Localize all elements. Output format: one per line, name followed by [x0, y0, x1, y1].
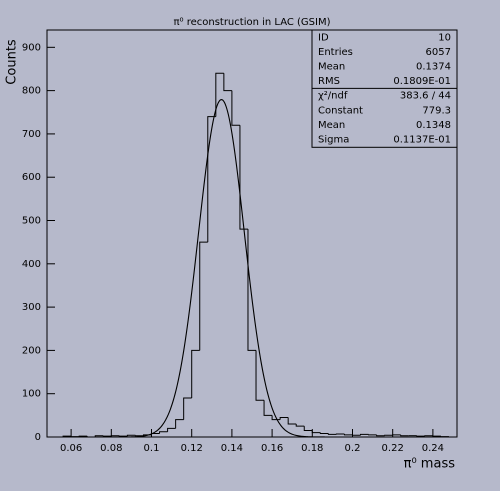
- chart-title: π⁰ reconstruction in LAC (GSIM): [173, 17, 330, 28]
- stats-value: 10: [438, 32, 451, 43]
- histogram-bin: [94, 435, 104, 437]
- stats-value: 0.1374: [416, 62, 451, 73]
- histogram-bin: [199, 241, 208, 351]
- x-tick-label: 0.2: [345, 443, 361, 454]
- histogram-bin: [400, 434, 409, 437]
- x-tick-label: 0.06: [60, 443, 82, 454]
- y-tick-label: 400: [22, 259, 41, 270]
- stats-value: 0.1137E-01: [393, 135, 451, 146]
- histogram-bin: [175, 419, 184, 429]
- y-tick-label: 900: [22, 42, 41, 53]
- histogram-bin: [287, 417, 297, 425]
- histogram-bin: [343, 433, 353, 436]
- histogram-bin: [295, 424, 305, 427]
- stats-value: 0.1809E-01: [393, 76, 451, 87]
- stats-value: 0.1348: [416, 120, 451, 131]
- histogram-bin: [207, 116, 216, 243]
- histogram-bin: [303, 426, 313, 432]
- histogram-bin: [263, 400, 273, 416]
- y-tick-label: 600: [22, 172, 41, 183]
- histogram-bin: [231, 90, 240, 126]
- y-axis-label: Counts: [5, 39, 20, 85]
- histogram-bin: [279, 417, 289, 420]
- x-tick-label: 0.18: [301, 443, 323, 454]
- stats-name: Constant: [318, 105, 363, 116]
- x-axis-label: π⁰ mass: [404, 457, 456, 472]
- histogram-bin: [62, 435, 72, 437]
- histogram-bin: [215, 72, 224, 117]
- stats-name: Mean: [318, 62, 345, 73]
- stats-name: RMS: [318, 76, 340, 87]
- histogram-bin: [311, 430, 321, 434]
- x-tick-label: 0.24: [422, 443, 444, 454]
- histogram-bin: [191, 349, 200, 399]
- stats-value: 779.3: [422, 105, 451, 116]
- y-tick-label: 100: [22, 389, 41, 400]
- stats-name: χ²/ndf: [318, 91, 348, 102]
- y-tick-label: 200: [22, 345, 41, 356]
- stats-name: ID: [318, 32, 329, 43]
- y-tick-label: 800: [22, 86, 41, 97]
- y-tick-label: 300: [22, 302, 41, 313]
- stats-value: 383.6 / 44: [400, 91, 451, 102]
- stats-name: Mean: [318, 120, 345, 131]
- histogram-bin: [86, 436, 96, 438]
- x-tick-label: 0.12: [181, 443, 203, 454]
- x-tick-label: 0.22: [382, 443, 404, 454]
- histogram-bin: [167, 427, 176, 432]
- plot-frame: [46, 29, 458, 438]
- fit-curve: [107, 99, 336, 438]
- histogram-bin: [183, 397, 192, 420]
- histogram-bin: [247, 229, 257, 351]
- x-tick-label: 0.16: [261, 443, 283, 454]
- histogram-bin: [360, 433, 369, 436]
- histogram-bin: [376, 434, 385, 437]
- stats-name: Sigma: [318, 135, 349, 146]
- stats-name: Entries: [318, 47, 353, 58]
- histogram-bin: [223, 73, 232, 92]
- histogram-bin: [159, 431, 168, 434]
- y-tick-label: 700: [22, 129, 41, 140]
- y-tick-label: 500: [22, 216, 41, 227]
- histogram-bin: [255, 350, 265, 401]
- histogram-bin: [327, 433, 337, 435]
- x-tick-label: 0.1: [144, 443, 160, 454]
- histogram-bin: [239, 125, 248, 230]
- histogram-bin: [126, 434, 136, 437]
- stats-value: 6057: [426, 47, 451, 58]
- x-tick-label: 0.08: [100, 443, 122, 454]
- histogram-bin: [319, 432, 329, 435]
- y-tick-label: 0: [35, 432, 41, 443]
- x-tick-label: 0.14: [221, 443, 243, 454]
